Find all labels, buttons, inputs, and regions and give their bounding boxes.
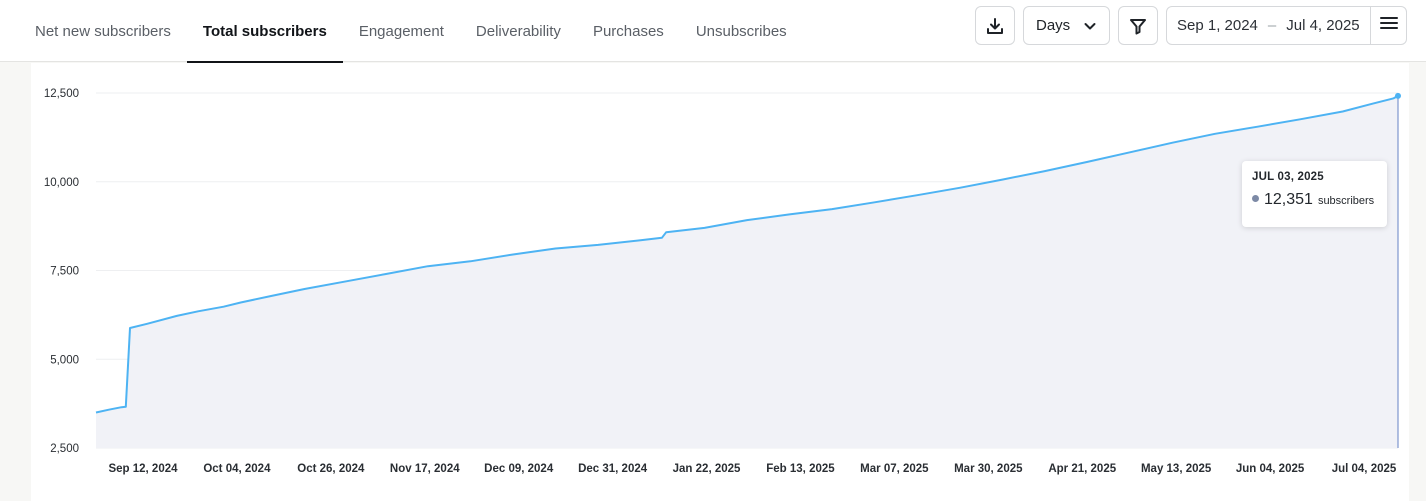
x-tick-label: Jun 04, 2025 — [1236, 463, 1305, 475]
x-tick-label: Dec 31, 2024 — [578, 463, 648, 475]
date-range-field[interactable]: Sep 1, 2024 – Jul 4, 2025 — [1167, 7, 1370, 44]
data-point — [511, 253, 514, 256]
x-tick-label: May 13, 2025 — [1141, 463, 1212, 475]
data-point — [146, 322, 149, 325]
y-axis: 2,500 5,000 7,500 10,000 12,500 — [44, 88, 79, 455]
data-point — [660, 236, 663, 239]
data-point — [554, 247, 557, 250]
data-point — [107, 408, 110, 411]
subscribers-line — [95, 94, 1399, 414]
hover-point[interactable] — [1395, 92, 1401, 99]
x-tick-label: Nov 17, 2024 — [390, 463, 460, 475]
data-point — [175, 314, 178, 317]
data-point — [597, 243, 600, 246]
data-point — [197, 310, 200, 313]
data-point — [788, 213, 791, 216]
download-icon — [986, 17, 1004, 35]
x-tick-label: Feb 13, 2025 — [766, 463, 835, 475]
data-point — [1214, 132, 1217, 135]
subscribers-area — [96, 95, 1398, 449]
data-point — [269, 295, 272, 298]
x-tick-label: Sep 12, 2024 — [108, 463, 178, 475]
date-start: Sep 1, 2024 — [1177, 17, 1258, 34]
data-point — [95, 411, 98, 414]
data-point — [222, 305, 225, 308]
x-tick-label: Jul 04, 2025 — [1332, 463, 1397, 475]
tab-purchases[interactable]: Purchases — [592, 22, 664, 40]
filter-button[interactable] — [1118, 6, 1158, 45]
date-range-picker: Sep 1, 2024 – Jul 4, 2025 — [1166, 6, 1407, 45]
y-tick-label: 7,500 — [50, 266, 79, 278]
data-point — [346, 280, 349, 283]
date-separator: – — [1267, 17, 1277, 34]
subscribers-chart: 2,500 5,000 7,500 10,000 12,500 Sep 12, 2024… — [44, 88, 1401, 475]
x-tick-label: Jan 22, 2025 — [673, 463, 741, 475]
data-point — [873, 201, 876, 204]
data-point — [1392, 97, 1395, 100]
data-point — [1086, 160, 1089, 163]
data-point — [1371, 102, 1374, 105]
data-point — [426, 265, 429, 268]
data-point — [384, 273, 387, 276]
menu-button[interactable] — [1370, 7, 1406, 44]
granularity-select[interactable]: Days — [1023, 6, 1110, 45]
tab-unsubscribes[interactable]: Unsubscribes — [695, 22, 787, 40]
report-tabs: Net new subscribers Total subscribers En… — [19, 0, 803, 63]
download-button[interactable] — [975, 6, 1015, 45]
y-tick-label: 12,500 — [44, 88, 79, 100]
chart-panel: 2,500 5,000 7,500 10,000 12,500 Sep 12, 2024… — [31, 63, 1409, 501]
tab-engagement[interactable]: Engagement — [358, 22, 444, 40]
data-point — [1001, 178, 1004, 181]
x-tick-label: Apr 21, 2025 — [1048, 463, 1116, 475]
tooltip-unit: subscribers — [1317, 195, 1375, 207]
series-dot-icon — [1252, 195, 1259, 202]
data-point — [665, 231, 668, 234]
x-axis: Sep 12, 2024 Oct 04, 2024 Oct 26, 2024 Nov … — [108, 463, 1396, 475]
tab-net-new-subscribers[interactable]: Net new subscribers — [35, 22, 171, 40]
granularity-value: Days — [1036, 17, 1071, 34]
chevron-down-icon — [1083, 19, 1097, 33]
data-point — [120, 406, 123, 409]
date-end: Jul 4, 2025 — [1286, 17, 1360, 34]
tab-deliverability[interactable]: Deliverability — [475, 22, 561, 40]
data-point — [746, 219, 749, 222]
data-point — [1256, 125, 1259, 128]
tooltip-date: JUL 03, 2025 — [1252, 171, 1324, 183]
data-point — [124, 405, 127, 408]
data-point — [958, 186, 961, 189]
y-tick-label: 10,000 — [44, 177, 79, 189]
y-tick-label: 5,000 — [50, 354, 79, 366]
data-point — [239, 301, 242, 304]
tab-total-subscribers[interactable]: Total subscribers — [186, 0, 343, 63]
data-point — [469, 260, 472, 263]
y-tick-label: 2,500 — [50, 443, 79, 455]
tooltip-row: 12,351 subscribers — [1252, 191, 1377, 209]
data-point — [831, 208, 834, 211]
x-tick-label: Oct 04, 2024 — [203, 463, 271, 475]
data-point — [1043, 170, 1046, 173]
x-tick-label: Mar 30, 2025 — [954, 463, 1023, 475]
data-point — [1171, 141, 1174, 144]
x-tick-label: Mar 07, 2025 — [860, 463, 929, 475]
data-point — [303, 287, 306, 290]
data-point — [916, 194, 919, 197]
top-toolbar: Net new subscribers Total subscribers En… — [0, 0, 1426, 63]
data-point — [703, 226, 706, 229]
data-point — [1341, 110, 1344, 113]
chart-tooltip: JUL 03, 2025 12,351 subscribers — [1242, 161, 1387, 227]
menu-icon — [1379, 16, 1398, 35]
tooltip-value: 12,351 — [1264, 191, 1313, 208]
data-point — [129, 327, 132, 330]
data-point — [1299, 118, 1302, 121]
x-tick-label: Oct 26, 2024 — [297, 463, 365, 475]
data-point — [639, 239, 642, 242]
x-tick-label: Dec 09, 2024 — [484, 463, 554, 475]
filter-icon — [1129, 17, 1147, 35]
data-point — [1128, 151, 1131, 154]
